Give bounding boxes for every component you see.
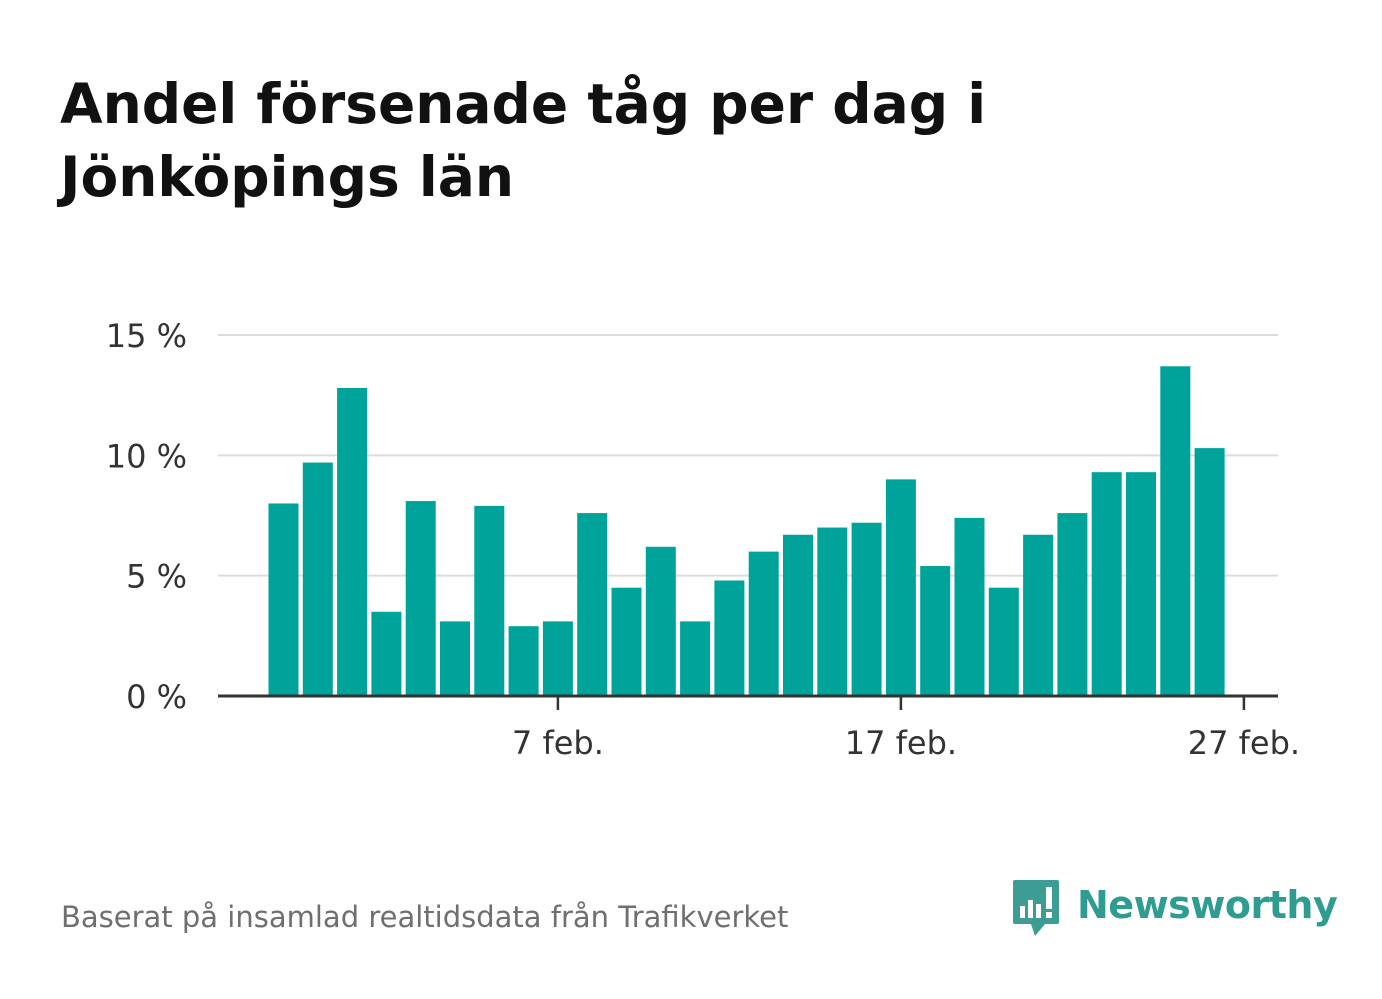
bar — [1126, 472, 1156, 696]
bar — [474, 505, 505, 696]
bar — [920, 566, 951, 696]
bar — [817, 527, 848, 696]
brand-logo: Newsworthy — [1011, 878, 1338, 940]
bar — [783, 534, 813, 696]
bar — [680, 621, 711, 696]
bars — [268, 366, 1225, 696]
bar — [1160, 366, 1191, 696]
bar — [542, 621, 573, 696]
chart-title: Andel försenade tåg per dag i Jönköpings… — [60, 72, 987, 209]
bar — [337, 387, 368, 696]
y-tick-label: 0 % — [126, 678, 187, 716]
bar — [1023, 534, 1054, 696]
x-tick-label: 17 feb. — [845, 724, 957, 762]
bar — [645, 546, 676, 696]
bar — [851, 522, 882, 696]
bar — [577, 513, 608, 696]
newsworthy-logo-icon — [1013, 880, 1059, 936]
bar — [1057, 513, 1088, 696]
x-tick-label: 7 feb. — [512, 724, 604, 762]
bar — [371, 611, 402, 696]
brand-name: Newsworthy — [1077, 883, 1338, 927]
bar — [988, 587, 1019, 696]
x-tick-label: 27 feb. — [1188, 724, 1300, 762]
bar — [1091, 472, 1122, 696]
y-tick-label: 15 % — [106, 317, 187, 355]
bar — [1194, 448, 1225, 696]
bar — [302, 462, 333, 696]
y-axis-ticks: 0 % 5 % 10 % 15 % — [106, 317, 187, 716]
bar — [440, 621, 470, 696]
bar — [714, 580, 745, 696]
source-note: Baserat på insamlad realtidsdata från Tr… — [61, 900, 789, 934]
bar — [748, 551, 779, 696]
bar — [885, 479, 916, 696]
bar — [405, 501, 436, 696]
y-tick-label: 5 % — [126, 558, 187, 596]
y-tick-label: 10 % — [106, 437, 187, 475]
bar — [954, 517, 985, 696]
bar — [611, 587, 642, 696]
x-axis-ticks: 7 feb. 17 feb. 27 feb. — [512, 696, 1300, 762]
bar — [508, 626, 539, 696]
bar — [268, 503, 299, 696]
